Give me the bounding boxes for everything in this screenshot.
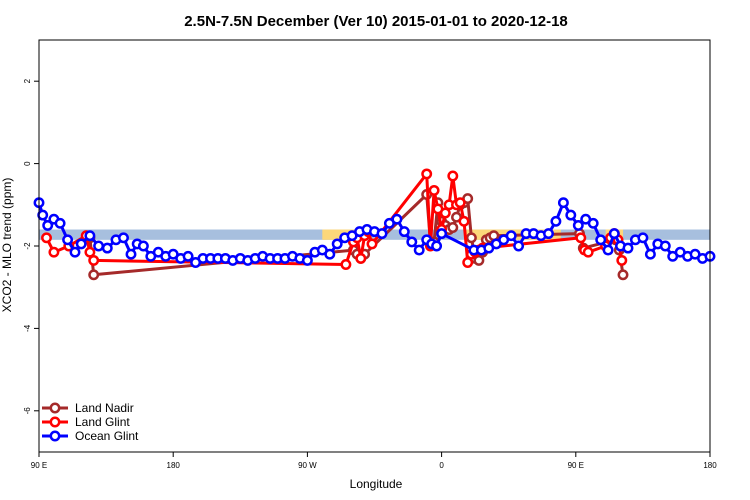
data-point-ocean-glint	[659, 240, 671, 252]
data-point-ocean-glint	[595, 234, 607, 246]
data-point-ocean-glint	[622, 242, 634, 254]
data-point-ocean-glint	[301, 254, 313, 266]
data-point-ocean-glint	[125, 248, 137, 260]
data-point-ocean-glint	[84, 230, 96, 242]
data-point-ocean-glint	[608, 228, 620, 240]
data-point-land-glint	[340, 259, 352, 270]
y-tick-label: -4	[23, 324, 32, 332]
data-point-land-glint	[462, 257, 474, 268]
data-point-land-glint	[84, 246, 96, 258]
data-point-land-glint	[41, 232, 52, 244]
data-point-land-glint	[447, 170, 459, 182]
x-tick-label: 90 W	[298, 461, 317, 470]
data-point-ocean-glint	[54, 217, 66, 229]
y-tick-label: 2	[23, 78, 32, 83]
x-axis-label: Longitude	[350, 477, 403, 491]
data-point-ocean-glint	[324, 248, 336, 260]
data-point-ocean-glint	[62, 234, 74, 246]
data-point-ocean-glint	[376, 228, 388, 240]
x-tick-label: 180	[703, 461, 717, 470]
data-point-land-glint	[48, 246, 60, 258]
data-point-ocean-glint	[101, 242, 113, 254]
x-tick-label: 180	[167, 461, 181, 470]
x-tick-label: 0	[439, 461, 444, 470]
data-point-land-nadir	[88, 269, 100, 281]
data-point-ocean-glint	[93, 240, 105, 252]
data-point-ocean-glint	[587, 217, 599, 229]
chart-title: 2.5N-7.5N December (Ver 10) 2015-01-01 t…	[184, 13, 568, 30]
data-point-ocean-glint	[42, 219, 54, 231]
data-point-land-glint	[439, 207, 451, 219]
axes: 90 E 180 90 W 0 90 E 180 2 0 -2 -4 -6	[23, 39, 717, 470]
data-point-ocean-glint	[637, 232, 649, 244]
data-point-land-glint	[616, 254, 628, 266]
series-layer	[33, 168, 716, 281]
data-point-land-glint	[582, 246, 594, 258]
legend-label-land-glint: Land Glint	[75, 415, 130, 429]
data-point-ocean-glint	[513, 240, 525, 252]
data-point-land-glint	[575, 232, 587, 244]
data-point-ocean-glint	[602, 244, 614, 256]
y-axis-label: XCO2 - MLO trend (ppm)	[0, 178, 14, 313]
data-point-land-glint	[366, 238, 378, 250]
x-tick-label: 90 E	[31, 461, 47, 470]
data-point-ocean-glint	[543, 228, 554, 240]
data-point-ocean-glint	[75, 238, 87, 250]
data-point-ocean-glint	[331, 238, 343, 250]
data-point-land-glint	[454, 197, 466, 209]
data-point-land-glint	[355, 252, 367, 264]
data-point-ocean-glint	[436, 228, 448, 240]
series-ocean-glint	[33, 197, 716, 268]
data-point-ocean-glint	[413, 244, 425, 256]
data-point-land-glint	[458, 215, 470, 227]
data-point-land-glint	[88, 254, 100, 266]
data-point-land-nadir	[617, 269, 629, 281]
data-point-ocean-glint	[572, 219, 584, 231]
data-point-ocean-glint	[565, 209, 577, 221]
data-point-ocean-glint	[391, 213, 403, 225]
data-point-ocean-glint	[137, 240, 149, 252]
x-tick-label: 90 E	[568, 461, 584, 470]
legend-entry-land-glint: Land Glint	[42, 415, 130, 429]
legend-marker-ocean-glint	[49, 430, 61, 442]
data-point-ocean-glint	[644, 248, 656, 260]
legend: Land Nadir Land Glint Ocean Glint	[42, 401, 139, 443]
y-tick-label: -2	[23, 242, 32, 250]
data-point-ocean-glint	[557, 197, 569, 209]
legend-entry-ocean-glint: Ocean Glint	[42, 429, 139, 443]
legend-entry-land-nadir: Land Nadir	[42, 401, 134, 415]
data-point-land-nadir	[447, 222, 459, 233]
data-point-ocean-glint	[398, 226, 410, 238]
legend-label-ocean-glint: Ocean Glint	[75, 429, 139, 443]
data-point-ocean-glint	[406, 236, 418, 248]
data-point-ocean-glint	[37, 209, 49, 221]
data-point-ocean-glint	[69, 246, 81, 258]
legend-label-land-nadir: Land Nadir	[75, 401, 134, 415]
data-point-ocean-glint	[182, 250, 194, 262]
y-tick-label: -6	[23, 407, 32, 415]
legend-marker-land-nadir	[49, 402, 61, 414]
data-point-land-glint	[428, 184, 440, 196]
data-point-ocean-glint	[118, 232, 129, 244]
data-point-ocean-glint	[431, 240, 443, 252]
data-point-land-glint	[421, 168, 433, 180]
y-tick-label: 0	[23, 161, 32, 166]
data-point-land-nadir	[465, 232, 477, 244]
data-point-ocean-glint	[505, 230, 517, 242]
legend-marker-land-glint	[49, 416, 61, 428]
data-point-ocean-glint	[550, 215, 562, 227]
